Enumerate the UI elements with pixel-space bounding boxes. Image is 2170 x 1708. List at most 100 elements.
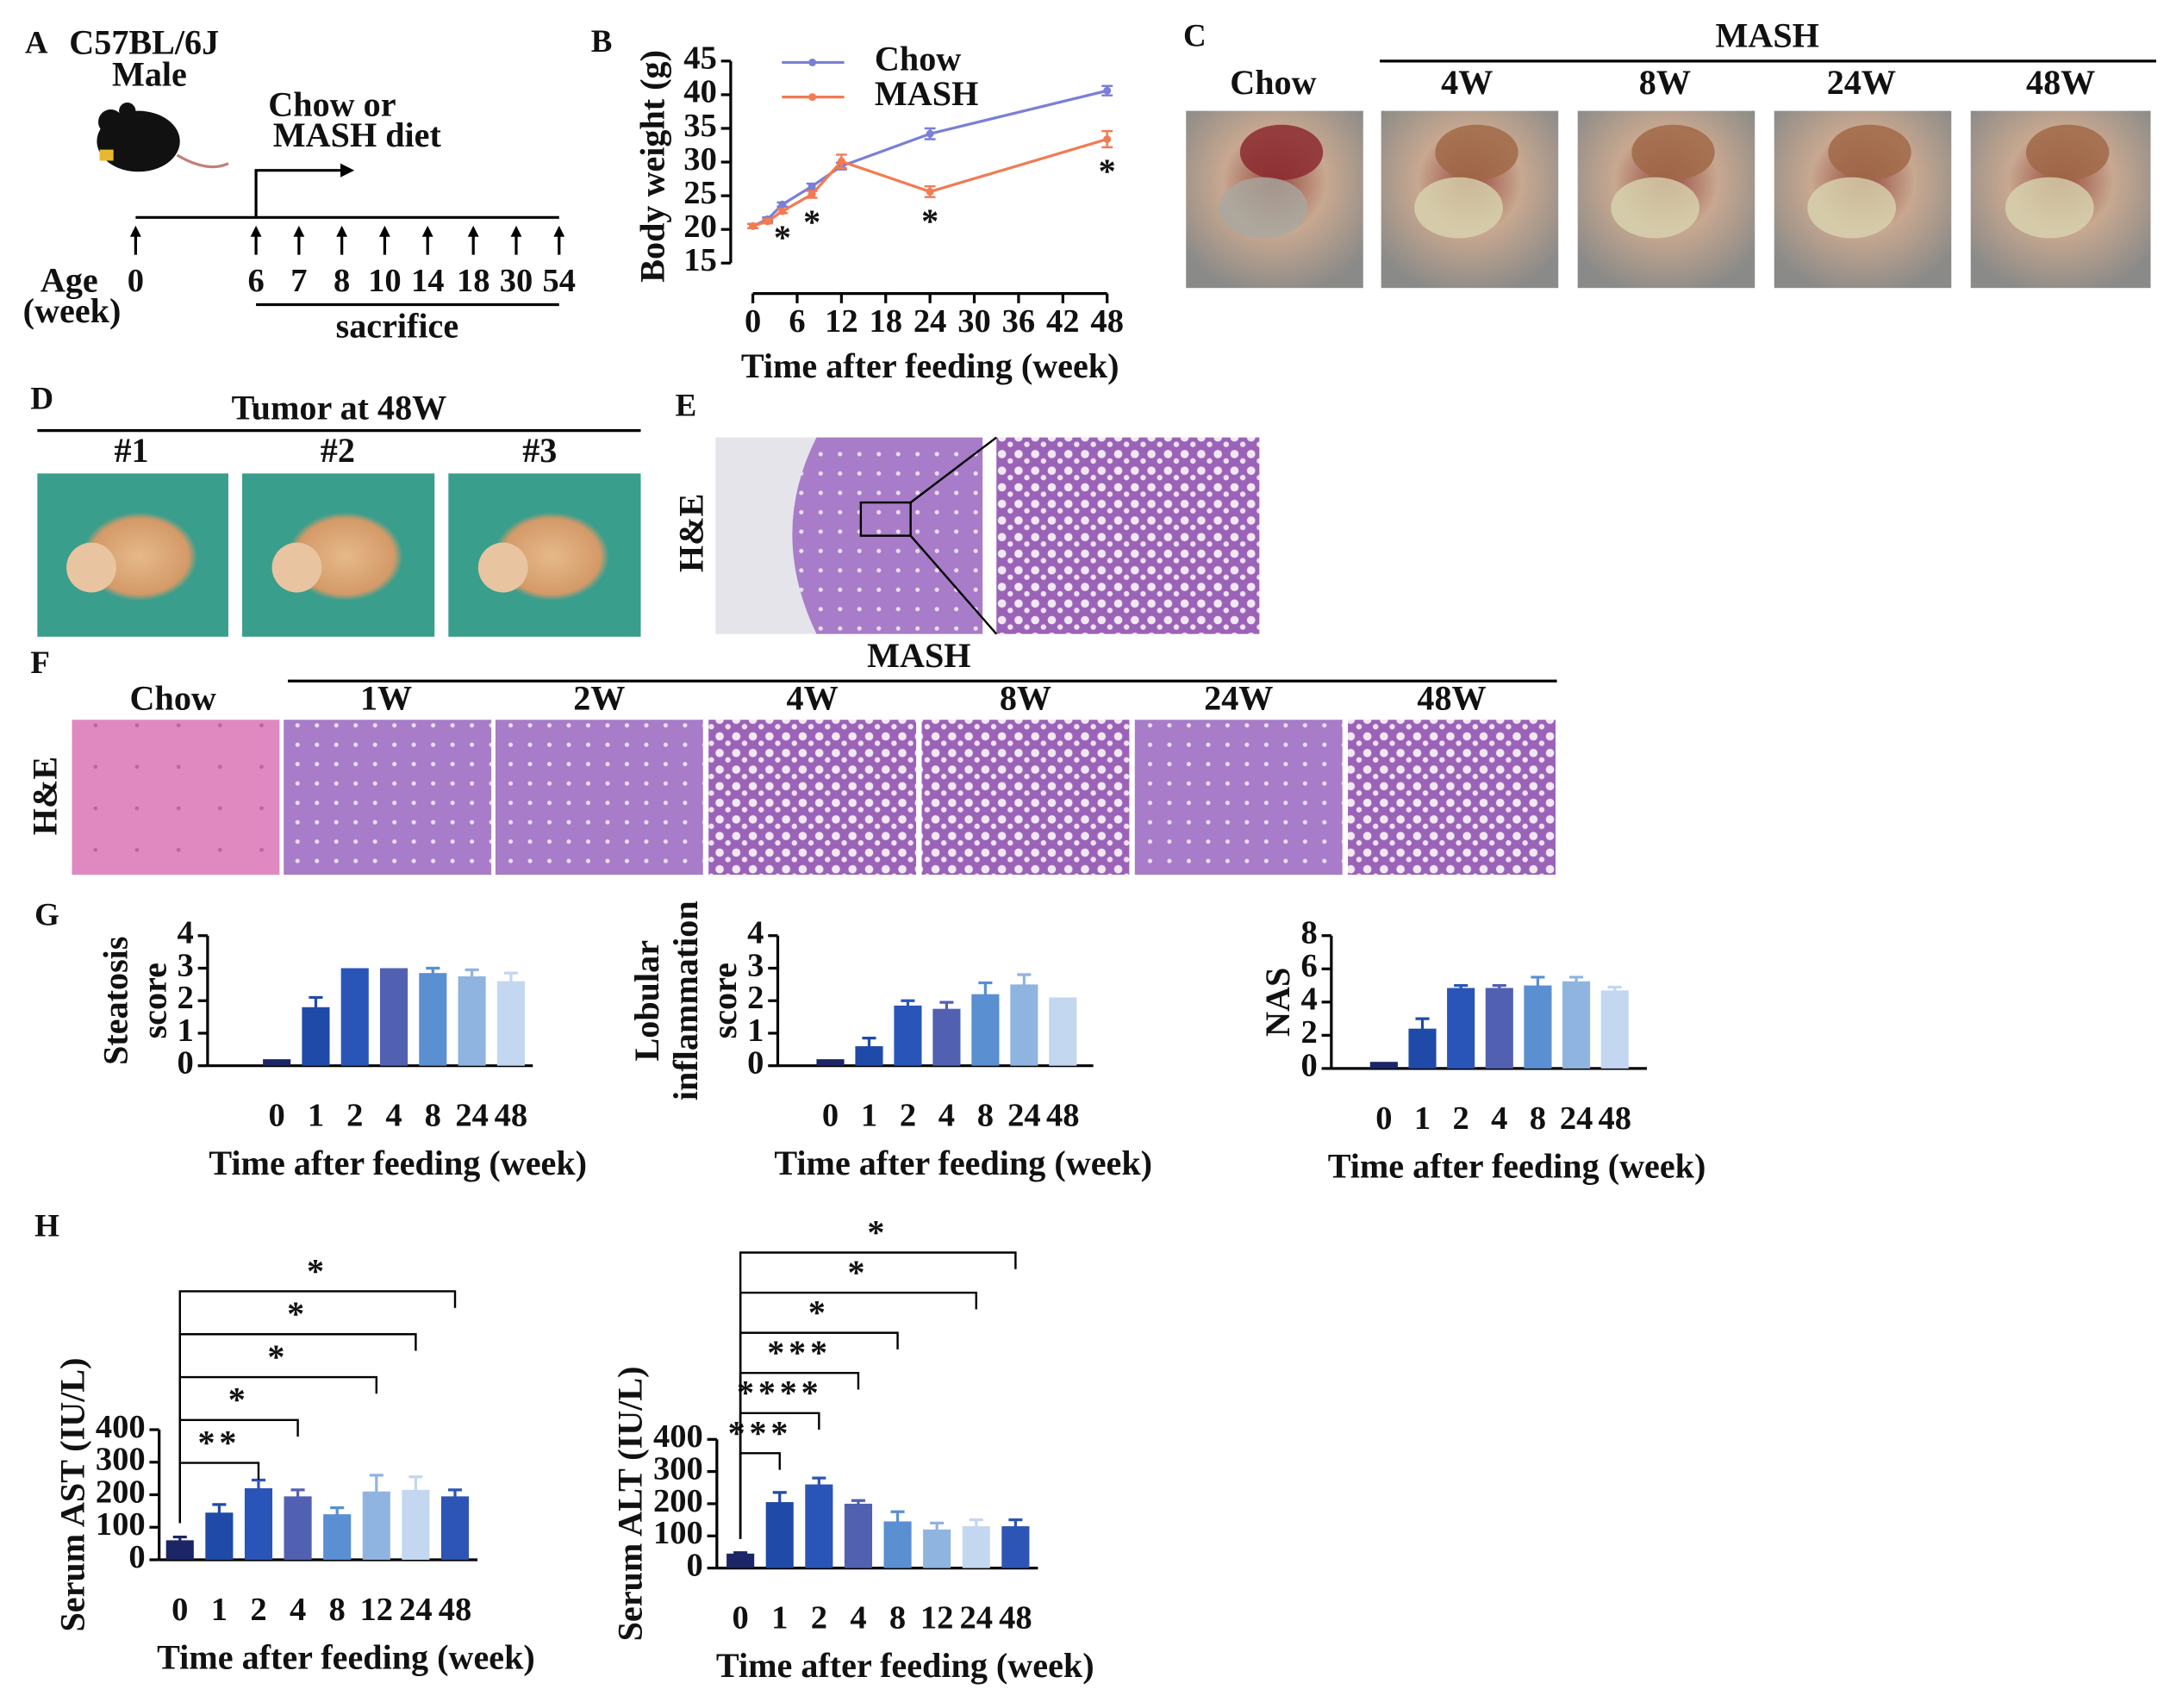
y-tick-label: 200	[96, 1474, 146, 1510]
stain-label: H&E	[671, 494, 710, 572]
bar	[263, 1059, 291, 1066]
error-bar	[503, 971, 518, 991]
age-tick: 30	[500, 263, 533, 299]
x-tick-label: 24	[914, 303, 947, 340]
x-tick-label: 0	[745, 303, 761, 340]
bar	[165, 1540, 194, 1560]
significance: *	[867, 1212, 889, 1251]
x-tick-label: 8	[889, 1599, 906, 1636]
intestine	[1611, 177, 1700, 239]
x-tick-label: 2	[346, 1098, 363, 1134]
x-tick-label: 4	[938, 1098, 955, 1134]
age-label: Age	[41, 261, 98, 300]
photo-label: #3	[522, 431, 557, 470]
y-tick-label: 30	[683, 141, 717, 178]
y-tick-label: 0	[178, 1045, 194, 1082]
photo-label: 24W	[1204, 679, 1273, 718]
x-axis-label: Time after feeding (week)	[774, 1144, 1152, 1182]
legend-label: MASH	[875, 74, 978, 113]
y-axis-label: Body weight (g)	[633, 50, 671, 283]
histology-photo	[72, 720, 280, 876]
error-bar	[309, 995, 323, 1019]
bar	[894, 1005, 922, 1066]
photo-label: 2W	[573, 679, 625, 718]
photo-label: #1	[114, 431, 148, 470]
significance: ***	[767, 1333, 832, 1372]
bar	[1485, 988, 1513, 1069]
error-bar	[330, 1506, 345, 1523]
group-label: MASH	[867, 636, 970, 675]
significance: **	[197, 1424, 240, 1462]
y-tick-label: 300	[96, 1442, 146, 1478]
x-tick-label: 0	[269, 1098, 285, 1134]
sacrifice-label: sacrifice	[336, 307, 459, 346]
point	[837, 157, 845, 165]
age-tick: 0	[128, 263, 144, 299]
significance: *	[307, 1251, 328, 1290]
error-bar	[890, 1510, 905, 1533]
error-bar	[1008, 1518, 1023, 1535]
panel-label: F	[30, 645, 50, 680]
group-label: MASH	[1716, 16, 1819, 54]
tumor-nodule	[66, 542, 116, 593]
error-bar	[901, 999, 915, 1013]
error-bar	[1531, 976, 1545, 995]
histology-photo	[495, 720, 703, 876]
x-axis-label: Time after feeding (week)	[209, 1144, 587, 1182]
error-bar	[772, 1491, 787, 1513]
y-axis-label: Steatosis	[96, 937, 134, 1065]
histology-photo	[708, 720, 917, 876]
bar	[284, 1496, 312, 1560]
zoom-lines	[909, 436, 998, 635]
bar	[1600, 990, 1629, 1069]
error-bar	[978, 981, 993, 1007]
y-tick-label: 35	[683, 108, 717, 144]
error-bar	[812, 1476, 826, 1493]
bar	[244, 1487, 273, 1560]
x-tick-label: 1	[861, 1098, 877, 1134]
x-tick-label: 24	[399, 1592, 433, 1628]
point	[926, 187, 934, 196]
photo-label: 4W	[787, 679, 839, 718]
y-tick-label: 40	[683, 74, 717, 110]
y-tick-label: 25	[683, 175, 717, 211]
y-axis-label: Serum ALT (IU/L)	[611, 1367, 650, 1642]
x-tick-label: 42	[1046, 303, 1080, 340]
point	[1103, 86, 1112, 95]
histology-photo	[284, 720, 492, 876]
error-bar	[465, 968, 479, 985]
error-bar	[1607, 985, 1622, 995]
y-tick-label: 300	[653, 1450, 703, 1487]
arrow-head	[293, 225, 305, 237]
panel-label: D	[30, 380, 53, 415]
arrow-head	[553, 225, 565, 237]
panel-label: B	[591, 23, 613, 59]
y-tick-label: 100	[653, 1515, 703, 1551]
photo-label: 1W	[360, 679, 412, 718]
y-tick-label: 400	[96, 1409, 146, 1445]
diet-label: Chow or	[268, 85, 396, 124]
significance: *	[267, 1337, 289, 1376]
x-tick-label: 48	[1090, 303, 1124, 340]
arrow-head	[510, 225, 522, 237]
x-tick-label: 2	[250, 1592, 266, 1628]
error-bar	[212, 1503, 227, 1523]
y-tick-label: 0	[1301, 1048, 1318, 1084]
x-tick-label: 36	[1002, 303, 1036, 340]
x-tick-label: 4	[290, 1592, 306, 1628]
point	[764, 217, 772, 226]
x-tick-label: 48	[1046, 1098, 1080, 1134]
y-tick-label: 0	[687, 1547, 703, 1583]
diet-arrow	[254, 169, 346, 219]
y-tick-label: 100	[96, 1506, 146, 1543]
panel-label: C	[1183, 18, 1207, 53]
error-bar	[851, 1499, 865, 1509]
significance: *	[774, 218, 791, 257]
panel-label: A	[25, 25, 48, 60]
histology-photo	[921, 720, 1130, 876]
y-tick-label: 4	[1301, 982, 1318, 1018]
x-tick-label: 0	[171, 1592, 188, 1628]
bar	[1524, 985, 1552, 1069]
